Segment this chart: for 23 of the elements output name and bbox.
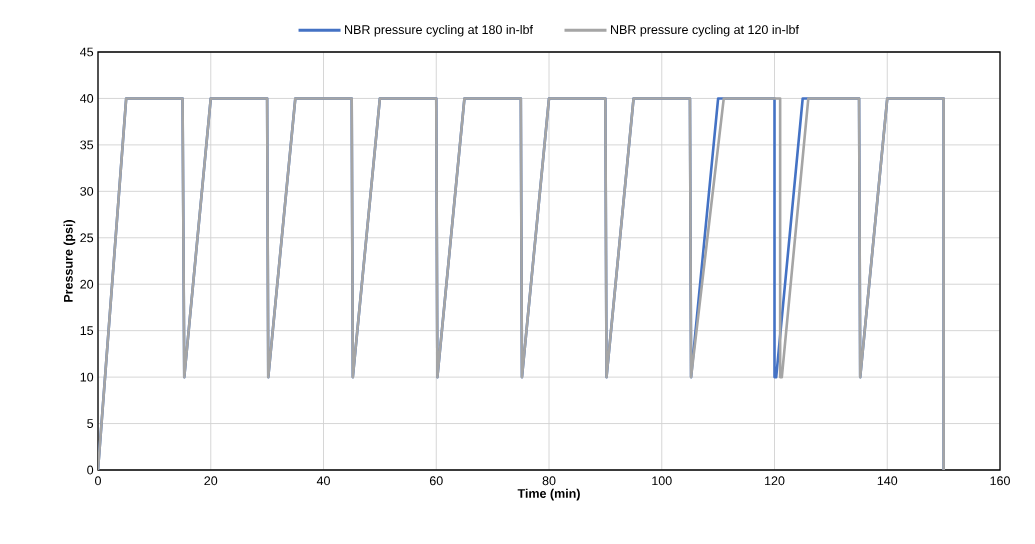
y-tick-label: 40: [80, 94, 94, 103]
y-tick-label: 45: [80, 47, 94, 57]
y-tick-label: 25: [80, 233, 94, 243]
y-tick-label: 30: [80, 186, 94, 196]
x-tick-label: 60: [429, 476, 443, 486]
y-tick-label: 20: [80, 279, 94, 289]
legend-label: NBR pressure cycling at 120 in-lbf: [611, 24, 799, 37]
legend-label: NBR pressure cycling at 180 in-lbf: [345, 24, 533, 37]
x-tick-label: 160: [990, 476, 1010, 486]
y-tick-label: 10: [80, 372, 94, 382]
x-tick-label: 140: [877, 476, 898, 486]
x-tick-label: 20: [204, 476, 218, 486]
y-tick-label: 15: [80, 326, 94, 336]
x-tick-label: 100: [652, 476, 672, 486]
y-tick-label: 35: [80, 140, 94, 150]
y-axis-title: Pressure (psi): [63, 219, 76, 302]
y-tick-label: 5: [87, 419, 94, 428]
x-tick-label: 80: [542, 476, 556, 486]
x-tick-label: 0: [95, 476, 101, 486]
x-axis-title: Time (min): [517, 488, 580, 501]
x-tick-label: 120: [765, 476, 785, 486]
y-tick-label: 0: [87, 465, 94, 475]
x-tick-label: 40: [316, 476, 330, 486]
